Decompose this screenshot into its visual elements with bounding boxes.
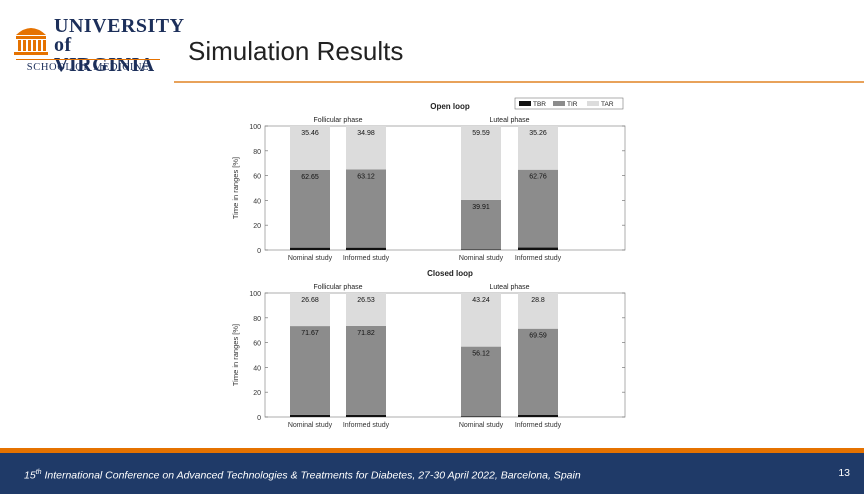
legend-label-tbr: TBR xyxy=(533,101,546,108)
bar-tir-segment xyxy=(518,169,558,248)
bar-value-label: 34.98 xyxy=(357,130,375,137)
x-category-label: Informed study xyxy=(343,255,390,262)
group-title: Follicular phase xyxy=(313,117,362,124)
footer-bar: 15th International Conference on Advance… xyxy=(0,453,864,494)
y-tick-label: 100 xyxy=(249,124,261,131)
y-axis-label: Time in ranges [%] xyxy=(231,324,240,386)
x-category-label: Informed study xyxy=(515,422,562,429)
bar-tbr-segment xyxy=(461,416,501,417)
footer-accent-bar xyxy=(0,448,864,453)
bar-value-label: 35.46 xyxy=(301,130,319,137)
bar-tbr-segment xyxy=(518,415,558,417)
y-tick-label: 40 xyxy=(253,198,261,205)
y-axis-label: Time in ranges [%] xyxy=(231,157,240,219)
bar-tar-segment xyxy=(518,293,558,329)
bar-tar-segment xyxy=(290,293,330,327)
bar-value-label: 71.82 xyxy=(357,330,375,337)
stacked-bar-chart: Open loop 0 20 40 60 80 100 Time in ranges [%] F… xyxy=(231,97,626,429)
group-title: Follicular phase xyxy=(313,284,362,291)
footer-ordinal: 15 xyxy=(24,469,36,482)
x-category-label: Nominal study xyxy=(288,255,333,262)
bar-value-label: 28.8 xyxy=(531,297,545,304)
bar-tar-segment xyxy=(518,126,558,170)
legend-swatch-tar xyxy=(587,101,599,106)
legend-label-tir: TIR xyxy=(567,101,578,108)
x-category-label: Nominal study xyxy=(288,422,333,429)
y-tick-label: 60 xyxy=(253,341,261,348)
bar-value-label: 62.65 xyxy=(301,174,319,181)
group-title: Luteal phase xyxy=(489,284,529,291)
legend-swatch-tbr xyxy=(519,101,531,106)
y-tick-label: 80 xyxy=(253,149,261,156)
bar-value-label: 43.24 xyxy=(472,297,490,304)
bar-tbr-segment xyxy=(461,249,501,250)
bar-tir-segment xyxy=(346,325,386,415)
bar-tbr-segment xyxy=(518,247,558,250)
bar-tir-segment xyxy=(461,346,501,417)
bar-tir-segment xyxy=(518,328,558,416)
bar-tir-segment xyxy=(346,169,386,248)
x-category-label: Nominal study xyxy=(459,255,504,262)
bar-value-label: 56.12 xyxy=(472,351,490,358)
bar-tar-segment xyxy=(346,126,386,170)
group-title: Luteal phase xyxy=(489,117,529,124)
bar-value-label: 26.68 xyxy=(301,297,319,304)
x-category-label: Informed study xyxy=(515,255,562,262)
conference-footer: 15th International Conference on Advance… xyxy=(24,469,581,482)
bar-tir-segment xyxy=(461,199,501,250)
y-tick-label: 0 xyxy=(257,248,261,255)
legend-swatch-tir xyxy=(553,101,565,106)
bar-value-label: 26.53 xyxy=(357,297,375,304)
bar-value-label: 59.59 xyxy=(472,130,490,137)
footer-ordinal-suffix: th xyxy=(35,469,42,476)
bar-tar-segment xyxy=(461,126,501,200)
bar-value-label: 62.76 xyxy=(529,174,547,181)
logo-school-text: SCHOOL OF MEDICINE xyxy=(26,62,150,73)
x-category-label: Informed study xyxy=(343,422,390,429)
bar-tar-segment xyxy=(461,293,501,347)
panel-title: Open loop xyxy=(430,102,470,111)
bar-tbr-segment xyxy=(346,247,386,250)
y-tick-label: 80 xyxy=(253,316,261,323)
y-tick-label: 40 xyxy=(253,365,261,372)
bar-tir-segment xyxy=(290,169,330,248)
bar-value-label: 63.12 xyxy=(357,173,375,180)
bar-tar-segment xyxy=(346,293,386,326)
results-figure: Open loop 0 20 40 60 80 100 Time in ranges [%] F… xyxy=(225,94,635,434)
bar-tir-segment xyxy=(290,326,330,415)
bar-tbr-segment xyxy=(290,414,330,417)
bar-tbr-segment xyxy=(290,247,330,250)
logo-university-text: UNIVERSITY xyxy=(54,15,185,37)
bar-value-label: 71.67 xyxy=(301,330,319,337)
y-tick-label: 0 xyxy=(257,415,261,422)
y-tick-label: 100 xyxy=(249,291,261,298)
logo-virginia-text: of VIRGINIA xyxy=(54,34,155,76)
y-tick-label: 60 xyxy=(253,174,261,181)
y-tick-label: 20 xyxy=(253,390,261,397)
bar-value-label: 39.91 xyxy=(472,204,490,211)
title-divider xyxy=(174,81,864,83)
page-number: 13 xyxy=(838,467,850,479)
bar-tar-segment xyxy=(290,126,330,170)
legend-label-tar: TAR xyxy=(601,101,614,108)
footer-conference-text: International Conference on Advanced Tec… xyxy=(41,469,581,482)
uva-logo: UNIVERSITY of VIRGINIA SCHOOL OF MEDICIN… xyxy=(12,14,184,76)
bar-value-label: 69.59 xyxy=(529,333,547,340)
logo-divider xyxy=(16,59,160,60)
legend-box xyxy=(514,97,624,110)
x-category-label: Nominal study xyxy=(459,422,504,429)
slide-title: Simulation Results xyxy=(188,36,404,66)
panel-title: Closed loop xyxy=(427,269,473,278)
y-tick-label: 20 xyxy=(253,223,261,230)
bar-tbr-segment xyxy=(346,414,386,417)
bar-value-label: 35.26 xyxy=(529,130,547,137)
rotunda-icon xyxy=(14,28,48,55)
